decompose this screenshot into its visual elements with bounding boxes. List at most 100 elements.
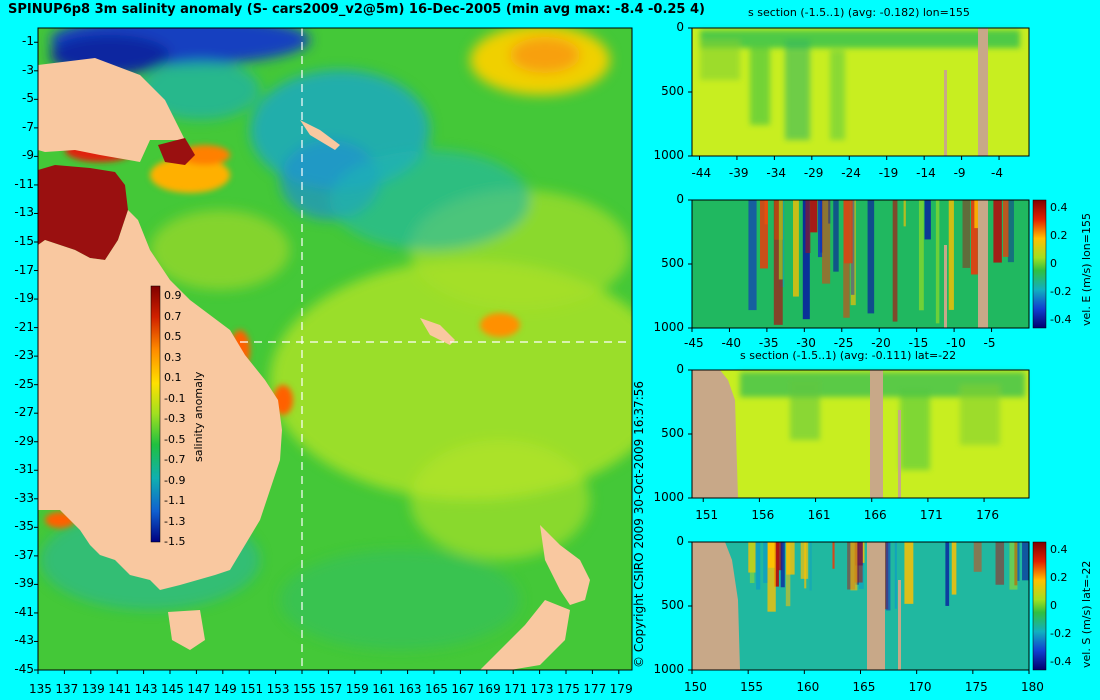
s-section-lat-x-tick-label: 171 xyxy=(919,508,943,522)
velocity-stripe xyxy=(760,200,768,269)
velocity-stripe xyxy=(832,542,835,569)
map-y-tick-label: -35 xyxy=(14,519,34,534)
vel-e-section-x-tick-label: -45 xyxy=(684,336,704,350)
map-y-tick-label: -23 xyxy=(14,348,34,363)
solomon-islands-land xyxy=(300,120,340,150)
map-y-tick-label: -31 xyxy=(14,462,34,477)
panel-s-section-lon xyxy=(691,27,1030,157)
map-y-tick-label: -39 xyxy=(14,576,34,591)
velocity-stripe xyxy=(1002,200,1009,257)
velocity-stripe xyxy=(767,542,776,612)
s-section-lat-x-tick-label: 166 xyxy=(863,508,887,522)
map-x-tick-label: 175 xyxy=(557,682,580,696)
map-colorbar-tick-label: -1.3 xyxy=(164,514,186,528)
velocity-stripe xyxy=(883,542,889,610)
s-section-lon-x-tick-label: -9 xyxy=(953,166,966,180)
map-colorbar-tick-label: 0.7 xyxy=(164,309,182,323)
s-section-lon-title: s section (-1.5..1) (avg: -0.182) lon=15… xyxy=(748,6,970,19)
vel-s-section-colorbar-label: vel. S (m/s) lat=-22 xyxy=(1080,560,1093,668)
velocity-stripe xyxy=(886,542,891,611)
velocity-stripe xyxy=(756,542,761,590)
velocity-stripe xyxy=(904,542,914,604)
map-y-tick-label: -9 xyxy=(22,148,34,163)
s-section-lon-x-tick-label: -19 xyxy=(878,166,899,180)
velocity-stripe xyxy=(973,542,982,572)
map-y-tick-label: -7 xyxy=(22,119,34,134)
new-guinea-land xyxy=(38,58,185,162)
vel-s-section-colorbar-tick-label: -0.2 xyxy=(1050,627,1072,640)
map-x-tick-label: 179 xyxy=(609,682,633,696)
new-zealand-north-land xyxy=(540,525,590,605)
map-colorbar-tick-label: 0.1 xyxy=(164,371,182,384)
map-x-tick-label: 139 xyxy=(81,682,105,696)
vel-e-section-colorbar-tick-label: -0.4 xyxy=(1050,313,1072,326)
map-colorbar-label: salinity anomaly xyxy=(192,371,205,462)
vel-s-section-x-tick-label: 175 xyxy=(964,680,988,694)
s-section-lat-y-tick-label: 1000 xyxy=(653,490,684,504)
map-x-tick-label: 159 xyxy=(345,682,369,696)
s-section-lat-x-tick-label: 161 xyxy=(807,508,831,522)
map-colorbar-tick-label: 0.9 xyxy=(164,289,182,302)
velocity-stripe xyxy=(995,542,1005,585)
map-y-tick-label: -11 xyxy=(14,176,34,191)
map-x-tick-label: 167 xyxy=(451,682,475,696)
map-x-tick-label: 165 xyxy=(425,682,448,696)
velocity-stripe xyxy=(828,200,831,224)
vel-s-section-x-tick-label: 180 xyxy=(1021,680,1044,694)
velocity-stripe xyxy=(850,542,858,591)
map-y-tick-label: -25 xyxy=(14,376,34,391)
coastal-anomaly xyxy=(158,138,195,165)
s-section-lat-y-tick-label: 0 xyxy=(676,362,684,376)
velocity-stripe xyxy=(918,200,924,311)
map-x-tick-label: 145 xyxy=(161,682,184,696)
gulf-anomaly xyxy=(38,165,128,260)
map-y-tick-label: -13 xyxy=(14,205,34,220)
velocity-stripe xyxy=(833,200,839,272)
velocity-stripe xyxy=(748,200,757,311)
panel-vel-e-section xyxy=(691,199,1030,329)
map-x-tick-label: 161 xyxy=(372,682,396,696)
map-y-tick-label: -29 xyxy=(14,433,34,448)
velocity-stripe xyxy=(1009,542,1018,590)
map-y-tick-label: -33 xyxy=(14,490,34,505)
velocity-stripe xyxy=(800,542,809,579)
vel-e-section-x-tick-label: -40 xyxy=(721,336,742,350)
map-y-tick-label: -43 xyxy=(14,633,34,648)
s-section-lon-y-tick-label: 500 xyxy=(661,84,684,98)
map-colorbar-tick-label: -1.5 xyxy=(164,535,186,548)
vel-s-section-colorbar-tick-label: 0 xyxy=(1050,599,1057,612)
map-x-tick-label: 149 xyxy=(213,682,237,696)
new-caledonia-land xyxy=(420,318,455,345)
velocity-stripe xyxy=(778,200,783,280)
velocity-stripe xyxy=(867,200,875,314)
velocity-stripe xyxy=(962,200,971,268)
map-x-tick-label: 177 xyxy=(583,682,607,696)
map-y-tick-label: -19 xyxy=(14,291,34,306)
velocity-stripe xyxy=(948,200,954,310)
vel-s-section-y-tick-label: 1000 xyxy=(653,662,684,676)
velocity-stripe xyxy=(1017,542,1020,581)
velocity-stripe xyxy=(822,200,831,284)
velocity-stripe xyxy=(774,542,779,587)
panel-vel-s-section xyxy=(691,541,1030,671)
s-section-lat-title: s section (-1.5..1) (avg: -0.111) lat=-2… xyxy=(740,349,957,362)
velocity-stripe xyxy=(892,200,898,322)
map-y-tick-label: -3 xyxy=(22,62,34,77)
velocity-stripe xyxy=(974,200,981,229)
vel-s-section-x-tick-label: 170 xyxy=(908,680,932,694)
s-section-lat-x-tick-label: 176 xyxy=(976,508,999,522)
map-y-tick-label: -37 xyxy=(14,547,34,562)
vel-e-section-x-tick-label: -20 xyxy=(871,336,891,350)
map-x-tick-label: 143 xyxy=(134,682,158,696)
vel-s-colorbar xyxy=(1032,541,1047,671)
map-y-tick-label: -17 xyxy=(14,262,34,277)
velocity-stripe xyxy=(854,542,863,583)
vel-e-colorbar xyxy=(1032,199,1047,329)
velocity-stripe xyxy=(773,200,783,325)
velocity-stripe xyxy=(993,200,1002,263)
s-section-lon-y-tick-label: 1000 xyxy=(653,148,684,162)
vel-e-section-colorbar-tick-label: 0 xyxy=(1050,257,1057,270)
copyright-label: © Copyright CSIRO 2009 30-Oct-2009 16:37… xyxy=(632,380,646,668)
map-y-tick-label: -5 xyxy=(22,91,34,106)
